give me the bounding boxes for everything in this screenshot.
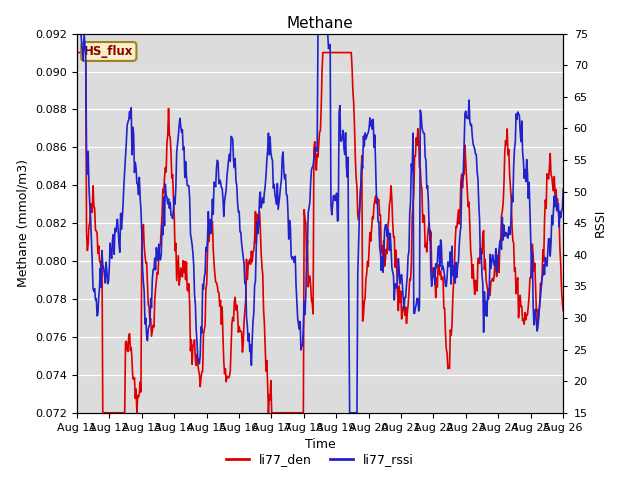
Title: Methane: Methane	[287, 16, 353, 31]
Text: HS_flux: HS_flux	[84, 45, 134, 58]
X-axis label: Time: Time	[305, 438, 335, 451]
Y-axis label: RSSI: RSSI	[593, 209, 606, 238]
Legend: li77_den, li77_rssi: li77_den, li77_rssi	[221, 448, 419, 471]
Y-axis label: Methane (mmol/m3): Methane (mmol/m3)	[17, 159, 29, 287]
